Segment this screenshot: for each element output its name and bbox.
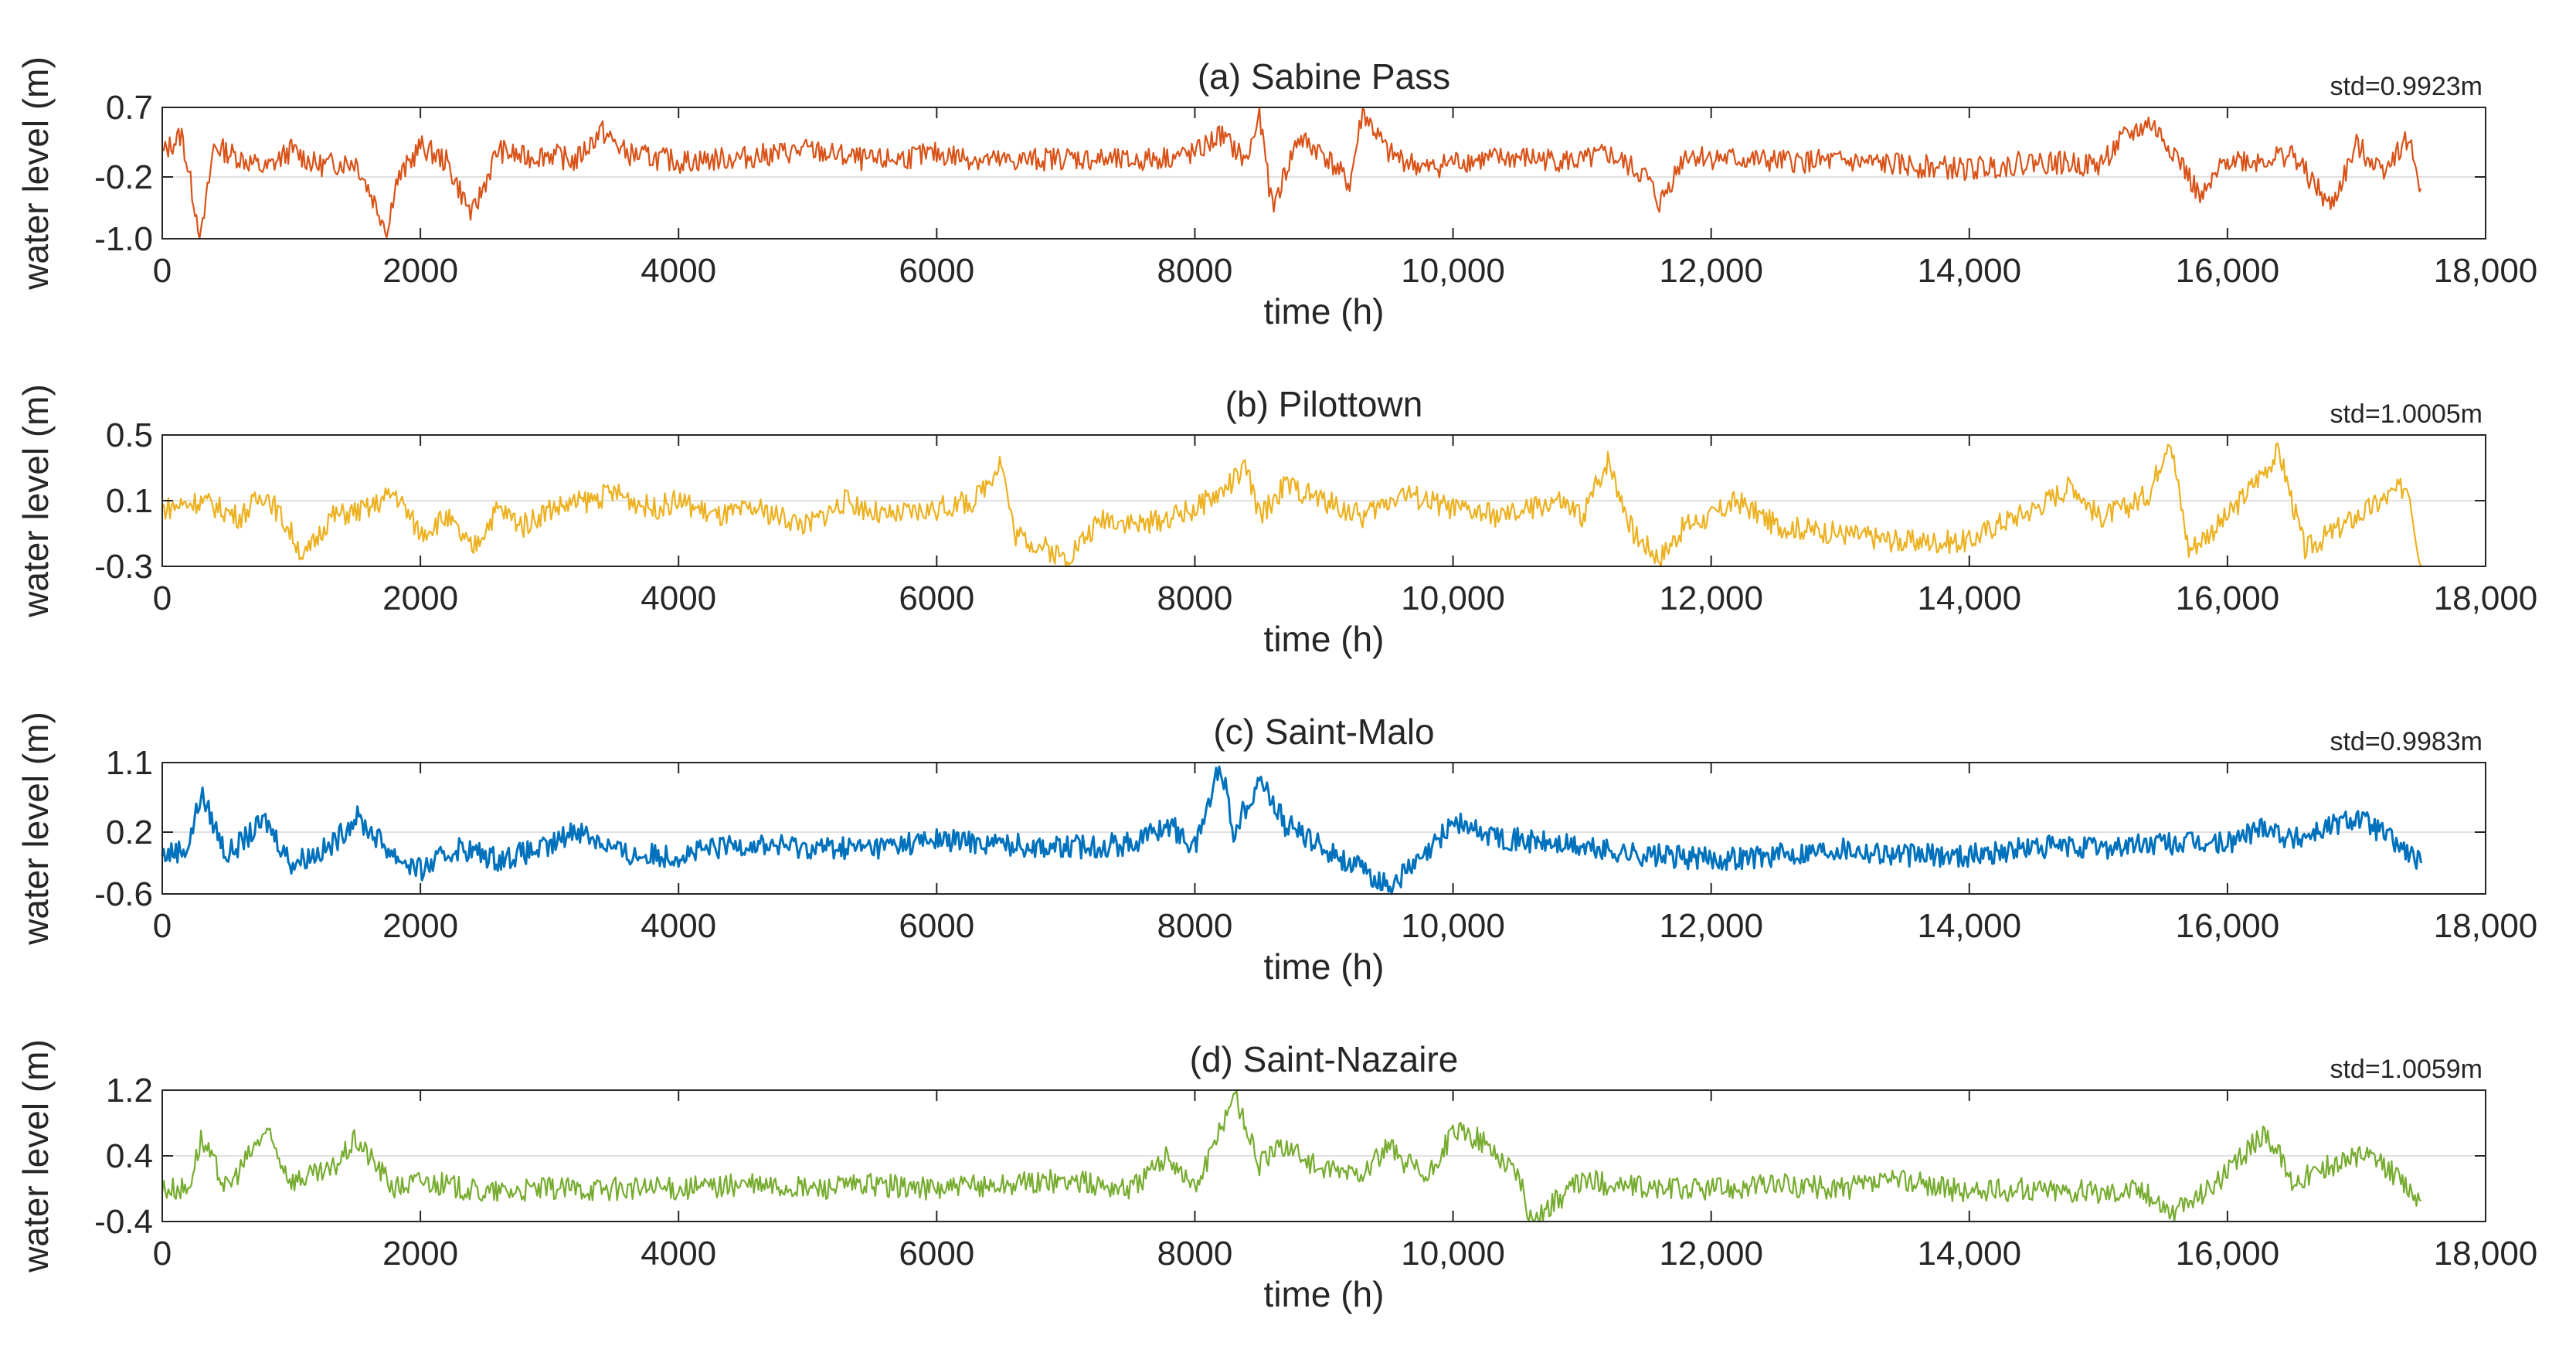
x-tick-label: 0	[153, 579, 172, 617]
plot-area	[162, 763, 2486, 894]
x-tick-label: 16,000	[2176, 907, 2280, 945]
x-tick-label: 16,000	[2176, 252, 2280, 290]
std-annotation: std=1.0005m	[2330, 399, 2483, 429]
y-tick-label: 0.4	[106, 1137, 153, 1175]
axes-box	[161, 762, 2486, 895]
axes-box	[161, 107, 2486, 240]
x-tick-label: 2000	[382, 252, 458, 290]
chart-title: (b) Pilottown	[1225, 384, 1423, 424]
y-tick-label: -0.2	[94, 158, 153, 196]
y-tick-label: -1.0	[94, 220, 153, 258]
x-tick-label: 18,000	[2434, 907, 2538, 945]
x-tick-label: 12,000	[1659, 252, 1763, 290]
x-tick-label: 12,000	[1659, 1235, 1763, 1273]
x-tick-label: 6000	[899, 907, 974, 945]
y-tick-label: 0.1	[106, 482, 153, 520]
chart-panel: 0 2000 4000 6000 8000 10,000 12,000 14,000 16,00…	[15, 56, 2537, 331]
x-tick-label: 16,000	[2176, 1235, 2280, 1273]
series-line	[161, 106, 2422, 240]
chart-title: (c) Saint-Malo	[1213, 712, 1434, 752]
series-line	[161, 1089, 2422, 1223]
x-tick-label: 14,000	[1917, 579, 2021, 617]
x-tick-label: 10,000	[1401, 252, 1505, 290]
y-tick-label: 1.2	[106, 1072, 153, 1109]
x-axis-label: time (h)	[1264, 291, 1385, 331]
chart-panel: 0 2000 4000 6000 8000 10,000 12,000 14,000 16,00…	[15, 1039, 2537, 1314]
x-tick-label: 0	[153, 907, 172, 945]
x-tick-label: 6000	[899, 1235, 974, 1273]
chart-panel: 0 2000 4000 6000 8000 10,000 12,000 14,000 16,00…	[15, 712, 2537, 987]
y-tick-label: 1.1	[106, 744, 153, 782]
chart-panels: 0 2000 4000 6000 8000 10,000 12,000 14,000 16,00…	[15, 56, 2537, 1314]
y-axis-label: water level (m)	[15, 712, 56, 946]
chart-panel: 0 2000 4000 6000 8000 10,000 12,000 14,000 16,00…	[15, 384, 2537, 659]
x-tick-label: 4000	[641, 252, 716, 290]
std-annotation: std=0.9983m	[2330, 727, 2483, 756]
x-axis-label: time (h)	[1264, 1274, 1385, 1314]
x-tick-label: 12,000	[1659, 579, 1763, 617]
y-tick-label: 0.2	[106, 814, 153, 851]
x-tick-label: 2000	[382, 907, 458, 945]
y-axis-label: water level (m)	[15, 1039, 56, 1273]
x-tick-label: 0	[153, 1235, 172, 1273]
x-tick-label: 14,000	[1917, 1235, 2021, 1273]
x-tick-label: 16,000	[2176, 579, 2280, 617]
x-tick-label: 0	[153, 252, 172, 290]
x-tick-label: 2000	[382, 579, 458, 617]
x-tick-label: 12,000	[1659, 907, 1763, 945]
x-tick-label: 18,000	[2434, 1235, 2538, 1273]
x-tick-label: 8000	[1157, 252, 1232, 290]
x-tick-label: 10,000	[1401, 1235, 1505, 1273]
x-tick-label: 8000	[1157, 907, 1232, 945]
x-tick-label: 6000	[899, 579, 974, 617]
chart-title: (a) Sabine Pass	[1198, 56, 1450, 97]
x-tick-label: 4000	[641, 907, 716, 945]
series-line	[161, 442, 2422, 568]
x-axis-label: time (h)	[1264, 619, 1385, 659]
x-tick-label: 10,000	[1401, 579, 1505, 617]
x-tick-label: 8000	[1157, 1235, 1232, 1273]
y-tick-label: 0.7	[106, 89, 153, 127]
series-line	[161, 765, 2422, 895]
chart-title: (d) Saint-Nazaire	[1190, 1039, 1459, 1079]
x-tick-label: 8000	[1157, 579, 1232, 617]
y-axis-label: water level (m)	[15, 56, 56, 291]
y-axis-label: water level (m)	[15, 384, 56, 618]
x-tick-label: 14,000	[1917, 252, 2021, 290]
x-tick-label: 4000	[641, 1235, 716, 1273]
x-tick-label: 18,000	[2434, 252, 2538, 290]
std-annotation: std=0.9923m	[2330, 72, 2483, 101]
x-tick-label: 2000	[382, 1235, 458, 1273]
x-tick-label: 10,000	[1401, 907, 1505, 945]
y-tick-label: -0.3	[94, 548, 153, 586]
y-tick-label: -0.4	[94, 1203, 153, 1241]
y-tick-label: 0.5	[106, 416, 153, 454]
x-tick-label: 18,000	[2434, 579, 2538, 617]
x-tick-label: 4000	[641, 579, 716, 617]
y-tick-label: -0.6	[94, 875, 153, 913]
x-axis-label: time (h)	[1264, 946, 1385, 987]
x-tick-label: 14,000	[1917, 907, 2021, 945]
std-annotation: std=1.0059m	[2330, 1055, 2483, 1084]
x-tick-label: 6000	[899, 252, 974, 290]
